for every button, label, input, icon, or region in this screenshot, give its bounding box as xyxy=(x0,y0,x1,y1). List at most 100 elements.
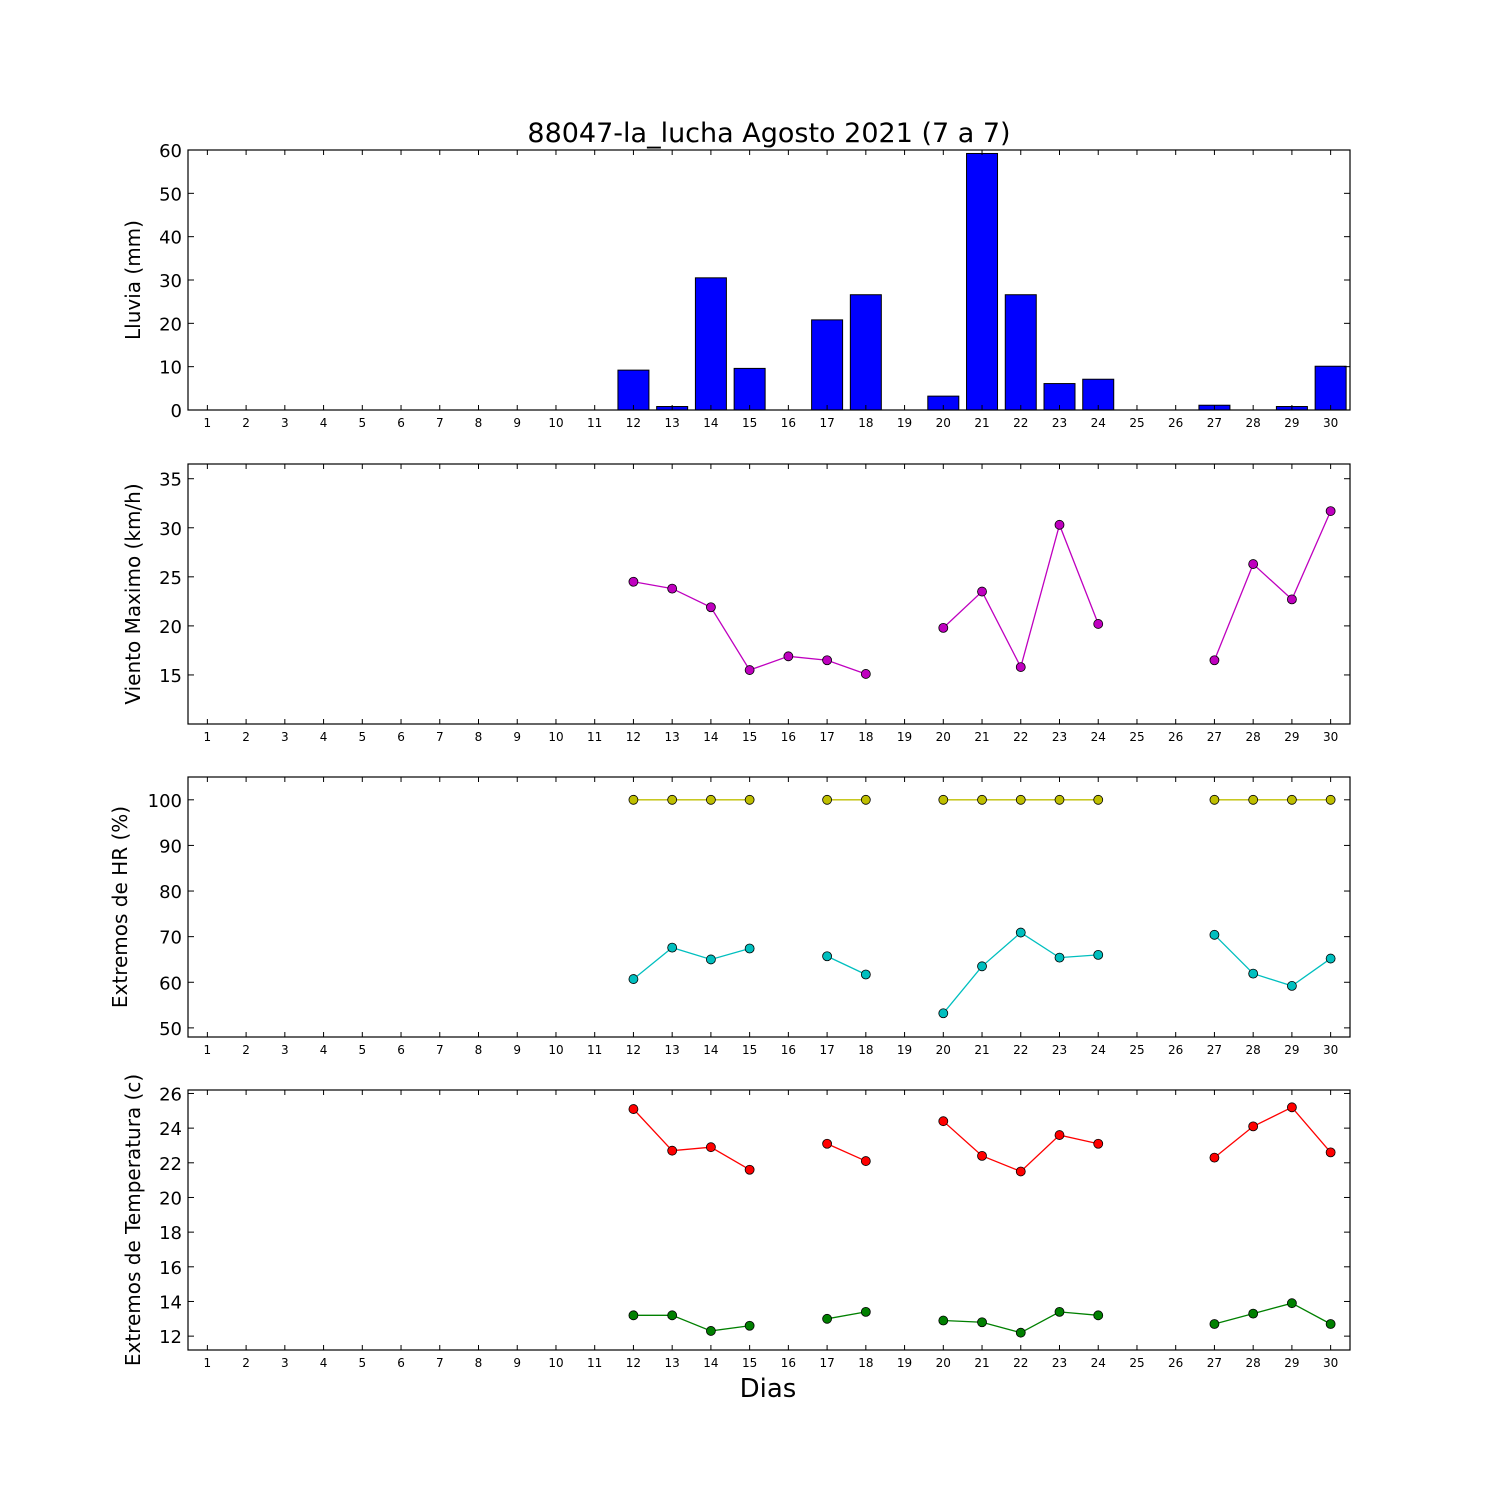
x-tick-label: 30 xyxy=(1323,730,1338,744)
x-tick-label: 3 xyxy=(281,730,289,744)
x-tick-label: 1 xyxy=(204,416,212,430)
series-2-point-day-12 xyxy=(628,974,639,984)
series-2-point-day-15 xyxy=(744,1320,755,1331)
x-tick-label: 23 xyxy=(1052,416,1067,430)
x-tick-label: 9 xyxy=(513,1043,521,1057)
y-tick-label: 20 xyxy=(159,314,182,335)
series-1-point-day-28 xyxy=(1248,559,1259,569)
series-1-point-day-30 xyxy=(1325,1147,1336,1158)
x-tick-label: 16 xyxy=(781,1043,796,1057)
series-1-point-day-17 xyxy=(822,655,832,666)
series-1-point-day-21 xyxy=(977,586,987,597)
series-1-point-day-12 xyxy=(628,1104,639,1114)
x-tick-label: 1 xyxy=(204,1043,212,1057)
x-tick-label: 29 xyxy=(1284,730,1299,744)
x-tick-label: 16 xyxy=(781,1356,796,1370)
x-tick-label: 1 xyxy=(204,1356,212,1370)
series-1-line-segment-3 xyxy=(942,1120,1099,1173)
series-1-point-day-13 xyxy=(667,583,678,594)
x-tick-label: 8 xyxy=(475,1043,483,1057)
x-tick-label: 23 xyxy=(1052,730,1067,744)
x-tick-label: 11 xyxy=(587,730,602,744)
bar-day-17 xyxy=(811,319,844,411)
x-tick-label: 29 xyxy=(1284,1356,1299,1370)
series-2-point-day-30 xyxy=(1325,953,1336,964)
x-tick-label: 7 xyxy=(436,730,444,744)
bar-day-24 xyxy=(1082,378,1115,411)
x-tick-label: 26 xyxy=(1168,1356,1183,1370)
x-tick-label: 12 xyxy=(626,1043,641,1057)
series-1-point-day-24 xyxy=(1093,1138,1104,1149)
y-tick-label: 50 xyxy=(159,184,182,205)
x-tick-label: 25 xyxy=(1129,730,1144,744)
x-tick-label: 21 xyxy=(974,730,989,744)
series-1-point-day-30 xyxy=(1325,794,1336,805)
series-2-point-day-22 xyxy=(1015,927,1026,938)
x-tick-label: 28 xyxy=(1246,416,1261,430)
series-1-point-day-18 xyxy=(860,794,871,805)
series-1-point-day-16 xyxy=(783,651,794,662)
panel-viento: 1 2 3 4 5 6 7 8 9 10 11 12 13 14 15 16 17 18 19 20 21 22 23 24 2… xyxy=(121,463,1351,744)
y-tick-label: 0 xyxy=(171,401,182,422)
series-2-point-day-23 xyxy=(1054,952,1065,963)
y-tick-label: 50 xyxy=(159,1019,182,1040)
chart-title: 88047-la_lucha Agosto 2021 (7 a 7) xyxy=(527,118,1010,149)
x-tick-label: 21 xyxy=(974,1043,989,1057)
series-2-point-day-30 xyxy=(1325,1319,1336,1329)
series-1-line-segment-2 xyxy=(826,1143,867,1162)
series-1-point-day-22 xyxy=(1015,1166,1026,1177)
series-2-line-segment-4 xyxy=(1214,1302,1331,1325)
x-tick-label: 25 xyxy=(1129,1356,1144,1370)
x-tick-label: 17 xyxy=(819,1043,834,1057)
series-2-point-day-20 xyxy=(938,1315,949,1326)
series-2-point-day-22 xyxy=(1015,1327,1026,1338)
series-1-point-day-20 xyxy=(938,794,949,805)
series-2-point-day-13 xyxy=(667,942,678,953)
x-tick-label: 6 xyxy=(397,416,405,430)
x-tick-label: 27 xyxy=(1207,1043,1222,1057)
x-tick-label: 23 xyxy=(1052,1356,1067,1370)
series-2-point-day-27 xyxy=(1209,1319,1220,1329)
x-tick-label: 26 xyxy=(1168,416,1183,430)
series-2-point-day-28 xyxy=(1248,968,1259,979)
x-tick-label: 13 xyxy=(665,730,680,744)
x-tick-label: 24 xyxy=(1091,1356,1106,1370)
series-2-point-day-28 xyxy=(1248,1308,1259,1319)
series-1-point-day-23 xyxy=(1054,794,1065,805)
x-tick-label: 5 xyxy=(358,1356,366,1370)
x-tick-label: 7 xyxy=(436,1043,444,1057)
y-tick-label: 20 xyxy=(159,1188,182,1209)
bar-day-30 xyxy=(1314,365,1347,411)
bar-day-22 xyxy=(1004,294,1037,411)
series-1-point-day-14 xyxy=(706,1142,716,1153)
y-tick-label: 20 xyxy=(159,617,182,638)
x-tick-label: 7 xyxy=(436,416,444,430)
x-tick-label: 16 xyxy=(781,416,796,430)
x-tick-label: 1 xyxy=(204,730,212,744)
x-tick-label: 29 xyxy=(1284,1043,1299,1057)
series-2-point-day-15 xyxy=(744,943,755,954)
series-1-point-day-30 xyxy=(1325,506,1336,516)
x-tick-label: 8 xyxy=(475,1356,483,1370)
series-1-line-segment-4 xyxy=(1214,1106,1332,1159)
y-tick-label: 26 xyxy=(159,1084,182,1105)
series-1-point-day-21 xyxy=(977,794,987,805)
series-2-point-day-14 xyxy=(706,1326,716,1336)
panel-humedad: 1 2 3 4 5 6 7 8 9 10 11 12 13 14 15 16 17 18 19 20 21 22 23 24 2… xyxy=(108,776,1351,1057)
series-2-point-day-14 xyxy=(706,954,716,965)
x-tick-label: 29 xyxy=(1284,416,1299,430)
series-2-point-day-17 xyxy=(822,951,832,962)
x-tick-label: 2 xyxy=(242,1043,250,1057)
x-tick-label: 10 xyxy=(548,1356,563,1370)
series-1-point-day-20 xyxy=(938,622,949,633)
series-1-point-day-23 xyxy=(1054,1130,1065,1140)
bar-day-15 xyxy=(733,367,766,411)
x-tick-label: 2 xyxy=(242,730,250,744)
x-tick-label: 24 xyxy=(1091,730,1106,744)
x-tick-label: 8 xyxy=(475,416,483,430)
series-2-point-day-27 xyxy=(1209,929,1220,940)
x-tick-label: 25 xyxy=(1129,1043,1144,1057)
y-tick-label: 35 xyxy=(159,470,182,491)
series-1-line-segment-3 xyxy=(1213,510,1332,661)
series-1-point-day-24 xyxy=(1093,794,1104,805)
